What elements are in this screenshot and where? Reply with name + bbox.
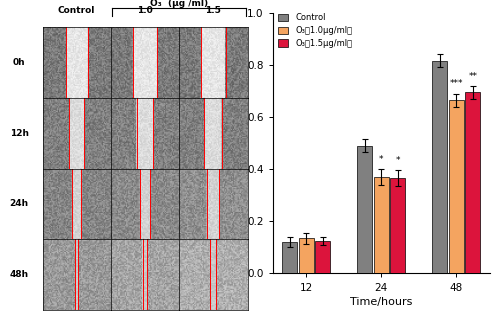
Bar	[282, 242, 297, 273]
Text: ***: ***	[450, 79, 463, 88]
Bar	[390, 178, 405, 273]
Text: 48h: 48h	[10, 270, 29, 279]
Text: 1.0: 1.0	[137, 6, 153, 15]
Bar	[466, 92, 480, 273]
Bar	[358, 146, 372, 273]
Bar	[316, 241, 330, 273]
Text: 0h: 0h	[13, 58, 26, 67]
Bar	[449, 100, 464, 273]
Bar	[432, 61, 447, 273]
Legend: Control, O₃（1.0μg/ml）, O₃（1.5μg/ml）: Control, O₃（1.0μg/ml）, O₃（1.5μg/ml）	[276, 12, 354, 50]
Text: O₃  (μg /ml): O₃ (μg /ml)	[150, 0, 208, 8]
Text: 12h: 12h	[10, 129, 29, 138]
Text: 1.5: 1.5	[206, 6, 222, 15]
Text: 24h: 24h	[10, 199, 29, 208]
X-axis label: Time/hours: Time/hours	[350, 297, 412, 307]
Text: Control: Control	[58, 6, 96, 15]
Bar	[299, 238, 314, 273]
Text: *: *	[396, 156, 400, 165]
Text: *: *	[379, 155, 384, 164]
Text: **: **	[468, 72, 477, 80]
Bar	[374, 177, 388, 273]
